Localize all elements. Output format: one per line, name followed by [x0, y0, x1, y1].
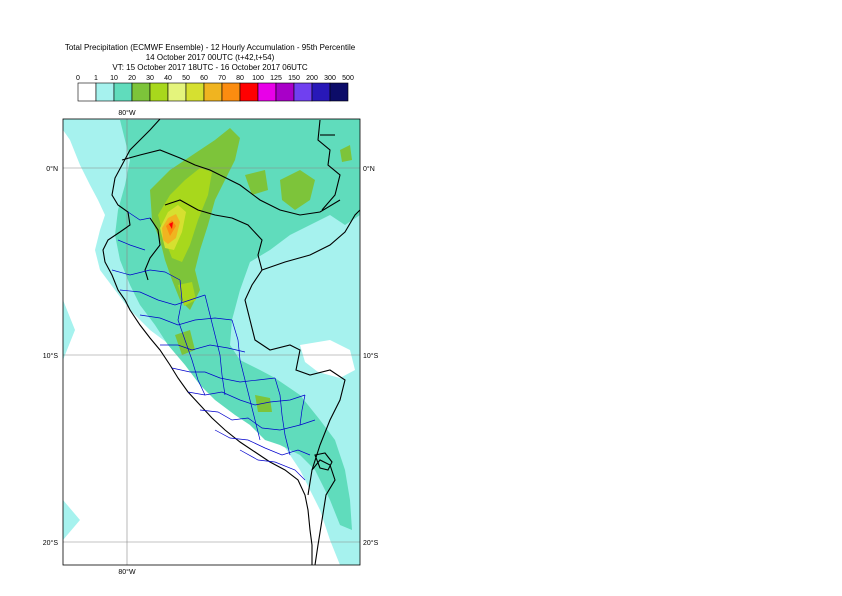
legend-level-label: 500 [342, 75, 354, 82]
legend-level-label: 60 [200, 75, 208, 82]
run-time-label: 14 October 2017 00UTC (t+42,t+54) [145, 53, 275, 62]
lat-label-10s-left: 10°S [43, 352, 59, 360]
country-borders [102, 119, 360, 565]
legend-level-label: 0 [76, 75, 80, 82]
valid-time-label: VT: 15 October 2017 18UTC - 16 October 2… [112, 63, 308, 72]
legend-level-label: 300 [324, 75, 336, 82]
region-borders [111, 211, 316, 481]
precip-60-80-area [162, 214, 180, 244]
map-title: Total Precipitation (ECMWF Ensemble) - 1… [64, 43, 356, 52]
legend-level-label: 50 [182, 75, 190, 82]
legend-level-label: 100 [252, 75, 264, 82]
legend-level-label: 40 [164, 75, 172, 82]
legend-level-label: 20 [128, 75, 136, 82]
lat-label-0-right: 0°N [363, 165, 375, 173]
legend-level-label: 1 [94, 75, 98, 82]
legend-level-label: 125 [270, 75, 282, 82]
lat-label-20s-right: 20°S [363, 539, 379, 547]
legend-level-label: 10 [110, 75, 118, 82]
graticule [63, 119, 360, 565]
legend-level-label: 30 [146, 75, 154, 82]
map-border [62, 118, 361, 566]
lon-label-top: 80°W [118, 109, 136, 117]
legend-level-label: 150 [288, 75, 300, 82]
color-legend: 0 1 10 20 30 40 50 60 70 80 100 125 150 200 300 500 [76, 75, 354, 102]
lat-label-0-left: 0°N [46, 165, 58, 173]
dry-area [200, 340, 355, 450]
lat-label-20s-left: 20°S [43, 539, 59, 547]
legend-level-label: 80 [236, 75, 244, 82]
legend-level-label: 200 [306, 75, 318, 82]
lat-label-10s-right: 10°S [363, 352, 379, 360]
legend-swatch [329, 82, 349, 102]
legend-level-label: 70 [218, 75, 226, 82]
lon-label-bottom: 80°W [118, 568, 136, 576]
